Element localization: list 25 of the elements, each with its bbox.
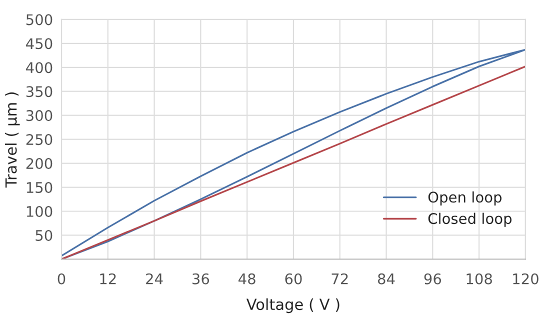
legend-label: Open loop xyxy=(428,191,502,206)
y-tick-label: 100 xyxy=(26,206,52,217)
y-tick-label: 450 xyxy=(26,38,52,50)
legend-label: Closed loop xyxy=(428,212,512,227)
x-tick-label: 120 xyxy=(513,273,538,284)
y-tick-label: 500 xyxy=(26,14,52,26)
x-tick-label: 96 xyxy=(424,273,442,284)
y-tick-label: 150 xyxy=(26,182,52,194)
x-tick-label: 48 xyxy=(238,273,256,284)
x-tick-label: 72 xyxy=(332,273,348,284)
x-tick-label: 60 xyxy=(285,273,302,284)
y-tick-label: 200 xyxy=(26,158,52,170)
x-tick-label: 0 xyxy=(58,273,66,284)
x-tick-label: 84 xyxy=(378,273,395,284)
y-tick-label: 250 xyxy=(26,134,52,146)
y-tick-label: 350 xyxy=(26,86,52,98)
y-tick-label: 50 xyxy=(36,230,52,241)
y-tick-label: 400 xyxy=(26,62,52,74)
y-tick-label: 300 xyxy=(26,110,52,122)
x-tick-label: 24 xyxy=(146,273,163,284)
x-axis-title: Voltage ( V ) xyxy=(246,298,340,314)
x-tick-label: 12 xyxy=(100,273,116,284)
x-tick-label: 108 xyxy=(466,273,492,284)
y-axis-title: Travel ( μm ) xyxy=(4,92,20,188)
x-tick-label: 36 xyxy=(192,273,210,284)
